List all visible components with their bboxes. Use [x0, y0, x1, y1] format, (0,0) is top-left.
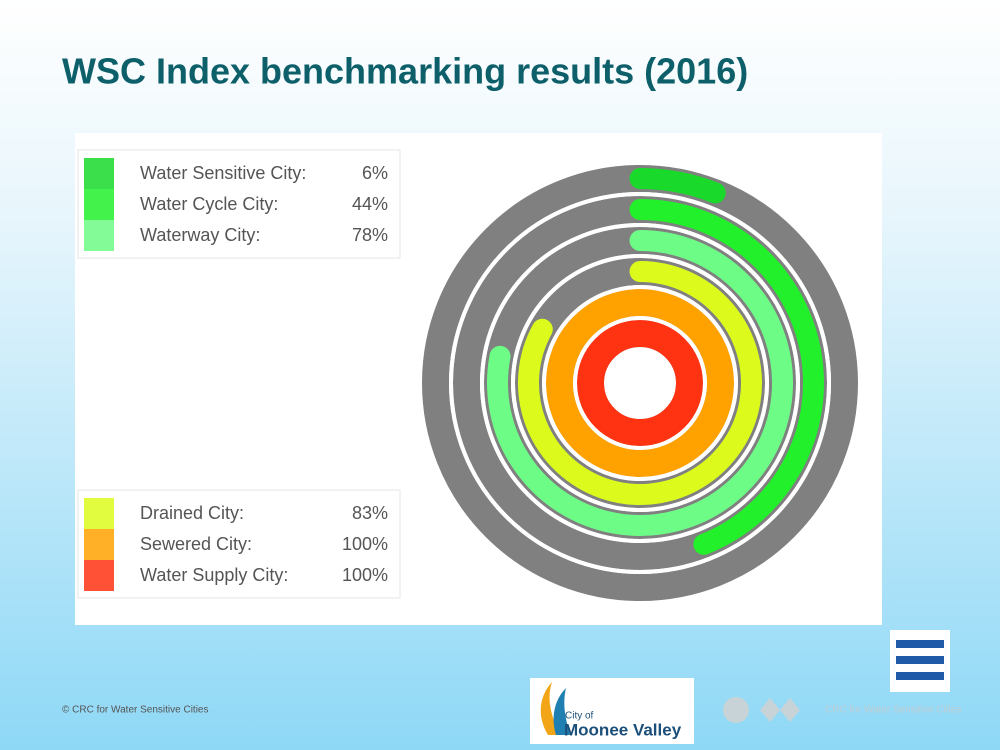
ring-arc [629, 199, 824, 555]
legend-value: 44% [352, 194, 388, 214]
ring-gap [542, 285, 738, 481]
logo-leaf [553, 688, 570, 735]
ring-gap [511, 254, 769, 512]
logo-leaf [540, 682, 560, 735]
faint-logo-text: CRC for Water Sensitive Cities [825, 705, 961, 716]
ring-arc [577, 320, 703, 446]
legend-box [77, 149, 401, 259]
faint-logo [760, 698, 800, 722]
legend-swatch [84, 189, 114, 220]
legend-label: Water Supply City: [140, 565, 288, 585]
legend-swatch [84, 560, 114, 591]
legend-value: 83% [352, 503, 388, 523]
legend-swatch [84, 158, 114, 189]
ring-arc [518, 261, 762, 505]
legend-label: Water Sensitive City: [140, 163, 306, 183]
logo-text: Moonee Valley [564, 720, 682, 739]
ring-gap [573, 316, 707, 450]
legend-label: Sewered City: [140, 534, 252, 554]
ring-gap [480, 223, 800, 543]
legend-swatch [84, 498, 114, 529]
ring-gap [449, 192, 831, 574]
legend-value: 78% [352, 225, 388, 245]
legend-swatch [84, 529, 114, 560]
legend-label: Drained City: [140, 503, 244, 523]
ring-arc [487, 230, 793, 536]
faint-logo [723, 697, 749, 723]
legend-swatch [84, 220, 114, 251]
logo-text: City of [565, 711, 594, 722]
ring-arc [546, 289, 734, 477]
legend-value: 100% [342, 534, 388, 554]
crc-logo-mark [896, 640, 944, 680]
ring-arc [629, 168, 726, 204]
legend-box [77, 489, 401, 599]
chart-title: WSC Index benchmarking results (2016) [62, 51, 748, 92]
legend-value: 6% [362, 163, 388, 183]
legend-label: Water Cycle City: [140, 194, 278, 214]
copyright: © CRC for Water Sensitive Cities [62, 705, 208, 716]
legend-value: 100% [342, 565, 388, 585]
legend-label: Waterway City: [140, 225, 260, 245]
